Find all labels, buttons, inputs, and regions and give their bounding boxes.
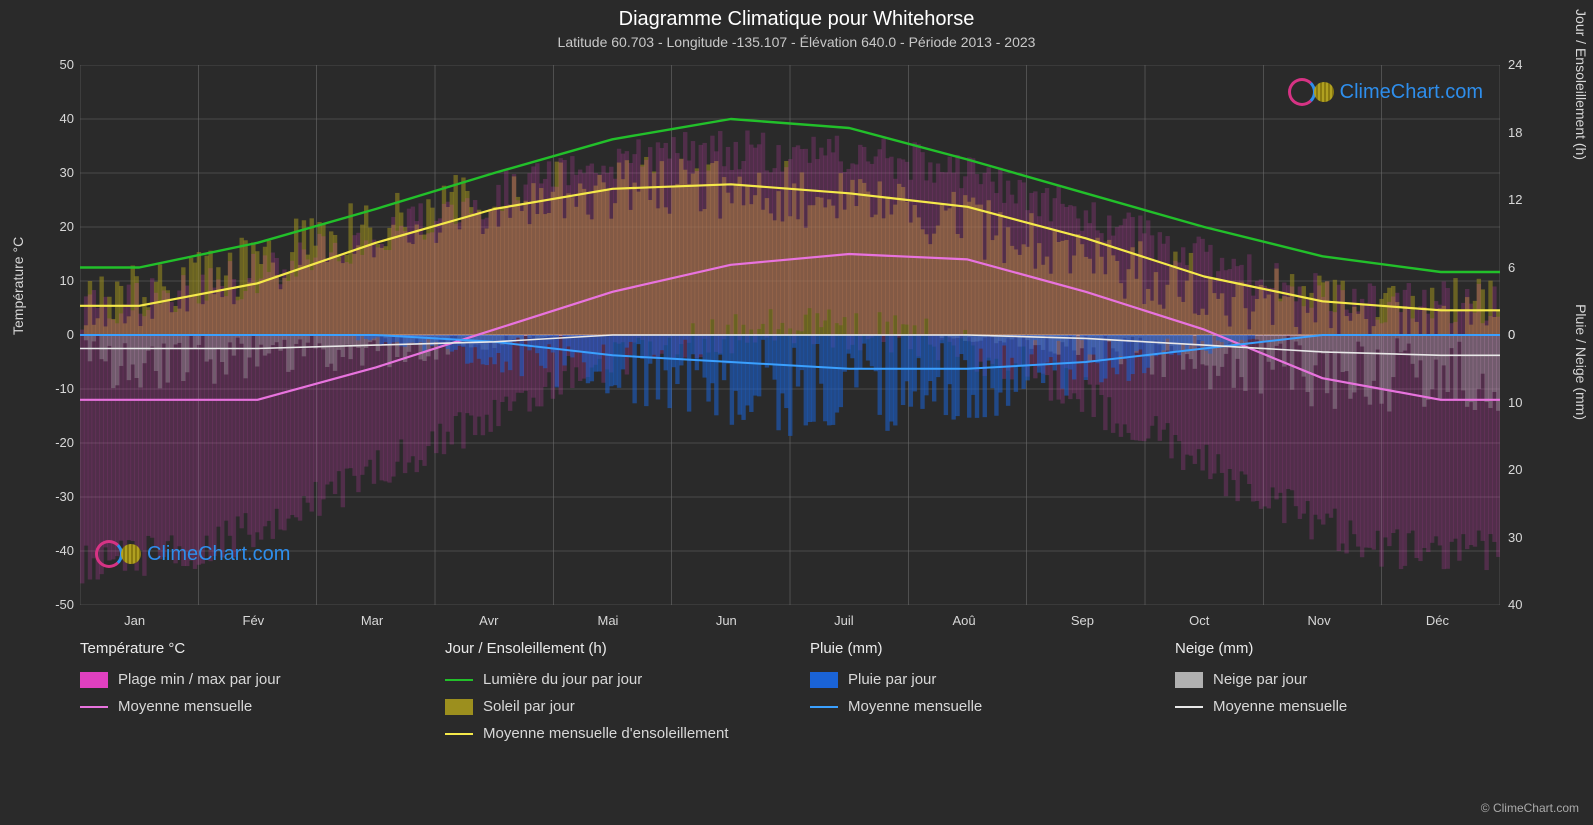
x-month-tick: Oct	[1189, 613, 1209, 628]
y-left-tick: -20	[55, 435, 74, 450]
logo-sun-icon	[1314, 82, 1334, 102]
y-right-bottom-tick: 0	[1508, 327, 1515, 342]
legend-swatch-icon	[810, 672, 838, 688]
legend-line-icon	[1175, 706, 1203, 708]
y-left-tick: -50	[55, 597, 74, 612]
legend-swatch-icon	[80, 672, 108, 688]
legend-label: Soleil par jour	[483, 698, 575, 715]
logo-c-icon	[1288, 78, 1316, 106]
x-month-tick: Mar	[361, 613, 383, 628]
y-right-bottom-tick: 10	[1508, 395, 1522, 410]
y-left-tick: 50	[60, 57, 74, 72]
x-month-tick: Aoû	[953, 613, 976, 628]
legend-label: Moyenne mensuelle	[848, 698, 982, 715]
legend-item: Neige par jour	[1175, 671, 1500, 688]
y-axis-left-label: Température °C	[10, 237, 26, 335]
legend-column: Température °C Plage min / max par jour Mo…	[80, 640, 405, 742]
x-month-tick: Déc	[1426, 613, 1449, 628]
logo-c-icon	[95, 540, 123, 568]
legend-line-icon	[445, 679, 473, 681]
x-month-tick: Jun	[716, 613, 737, 628]
y-left-tick: -10	[55, 381, 74, 396]
logo-text-top: ClimeChart.com	[1340, 81, 1483, 104]
legend-item: Plage min / max par jour	[80, 671, 405, 688]
plot-svg	[80, 65, 1500, 605]
y-left-tick: 40	[60, 111, 74, 126]
legend-line-icon	[445, 733, 473, 735]
y-left-tick: 0	[67, 327, 74, 342]
y-right-top-tick: 12	[1508, 192, 1522, 207]
legend-header: Pluie (mm)	[810, 640, 1135, 657]
chart-container: Diagramme Climatique pour Whitehorse Lat…	[0, 0, 1593, 825]
y-right-top-tick: 24	[1508, 57, 1522, 72]
x-month-tick: Nov	[1308, 613, 1331, 628]
legend-label: Moyenne mensuelle	[1213, 698, 1347, 715]
x-month-tick: Fév	[243, 613, 265, 628]
legend-column: Neige (mm) Neige par jour Moyenne mensuell…	[1175, 640, 1500, 742]
legend-label: Plage min / max par jour	[118, 671, 281, 688]
x-month-tick: Jan	[124, 613, 145, 628]
logo-text-bottom: ClimeChart.com	[147, 543, 290, 566]
legend-header: Température °C	[80, 640, 405, 657]
y-right-bottom-tick: 40	[1508, 597, 1522, 612]
x-month-tick: Sep	[1071, 613, 1094, 628]
y-left-tick: 10	[60, 273, 74, 288]
y-right-top-tick: 18	[1508, 125, 1522, 140]
legend: Température °C Plage min / max par jour Mo…	[80, 640, 1500, 742]
legend-label: Neige par jour	[1213, 671, 1307, 688]
legend-column: Pluie (mm) Pluie par jour Moyenne mensuell…	[810, 640, 1135, 742]
legend-line-icon	[810, 706, 838, 708]
legend-item: Moyenne mensuelle	[810, 698, 1135, 715]
legend-item: Moyenne mensuelle	[1175, 698, 1500, 715]
legend-label: Pluie par jour	[848, 671, 936, 688]
legend-column: Jour / Ensoleillement (h) Lumière du jour…	[445, 640, 770, 742]
legend-header: Jour / Ensoleillement (h)	[445, 640, 770, 657]
y-right-top-tick: 6	[1508, 260, 1515, 275]
logo-top: ClimeChart.com	[1288, 78, 1483, 106]
legend-item: Moyenne mensuelle d'ensoleillement	[445, 725, 770, 742]
y-left-tick: 30	[60, 165, 74, 180]
legend-line-icon	[80, 706, 108, 708]
legend-label: Moyenne mensuelle d'ensoleillement	[483, 725, 729, 742]
y-left-tick: -40	[55, 543, 74, 558]
x-month-tick: Avr	[479, 613, 498, 628]
legend-header: Neige (mm)	[1175, 640, 1500, 657]
chart-title: Diagramme Climatique pour Whitehorse	[0, 8, 1593, 31]
y-axis-right-top-label: Jour / Ensoleillement (h)	[1573, 9, 1589, 160]
legend-item: Pluie par jour	[810, 671, 1135, 688]
legend-item: Moyenne mensuelle	[80, 698, 405, 715]
x-month-tick: Mai	[598, 613, 619, 628]
logo-bottom: ClimeChart.com	[95, 540, 290, 568]
chart-subtitle: Latitude 60.703 - Longitude -135.107 - É…	[0, 34, 1593, 50]
x-month-tick: Juil	[834, 613, 854, 628]
legend-item: Soleil par jour	[445, 698, 770, 715]
y-left-tick: 20	[60, 219, 74, 234]
logo-sun-icon	[121, 544, 141, 564]
copyright: © ClimeChart.com	[1481, 801, 1579, 815]
plot-area	[80, 65, 1500, 605]
legend-label: Lumière du jour par jour	[483, 671, 642, 688]
y-right-bottom-tick: 20	[1508, 462, 1522, 477]
legend-swatch-icon	[1175, 672, 1203, 688]
y-left-tick: -30	[55, 489, 74, 504]
legend-label: Moyenne mensuelle	[118, 698, 252, 715]
legend-item: Lumière du jour par jour	[445, 671, 770, 688]
legend-swatch-icon	[445, 699, 473, 715]
y-right-bottom-tick: 30	[1508, 530, 1522, 545]
y-axis-right-bottom-label: Pluie / Neige (mm)	[1573, 304, 1589, 420]
